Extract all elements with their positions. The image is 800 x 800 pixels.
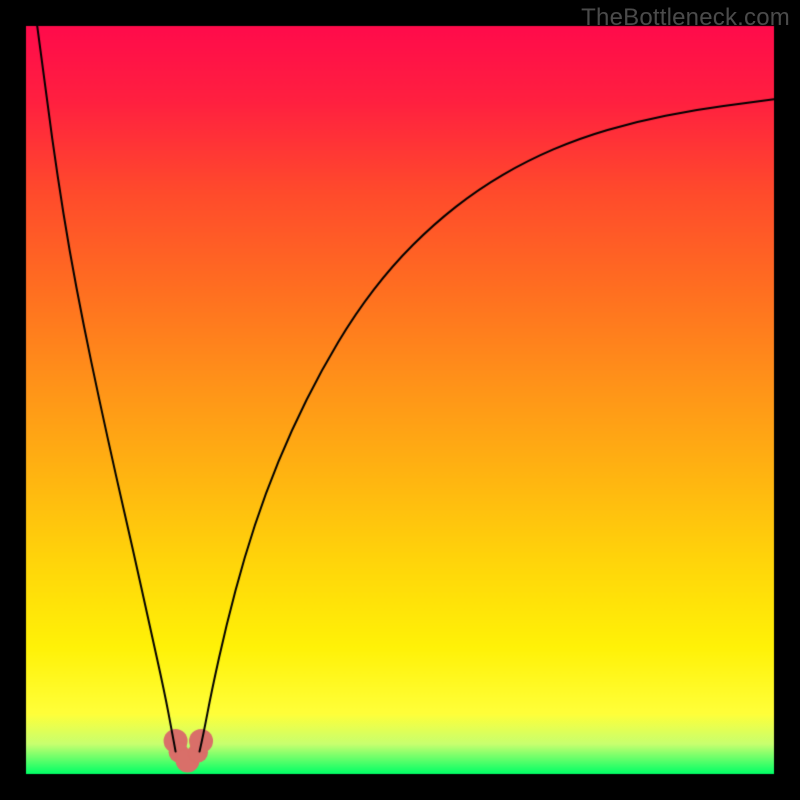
chart-canvas bbox=[0, 0, 800, 800]
chart-canvas-host bbox=[0, 0, 800, 800]
chart-stage: TheBottleneck.com bbox=[0, 0, 800, 800]
